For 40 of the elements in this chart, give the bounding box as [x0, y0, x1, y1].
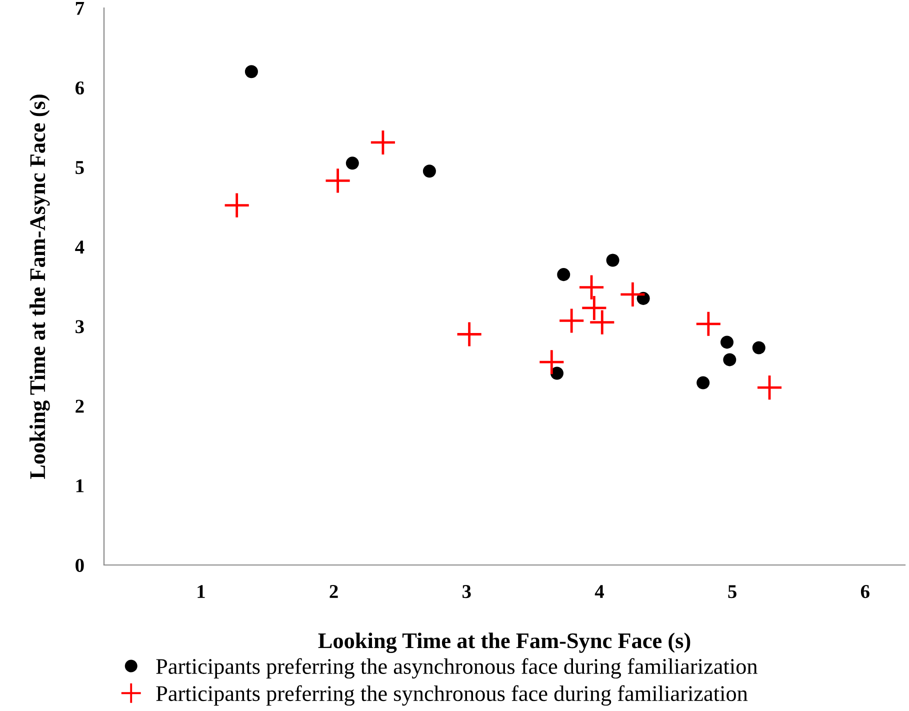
y-tick-label: 3 — [76, 320, 84, 334]
y-tick-label: 6 — [76, 81, 84, 95]
x-axis-title: Looking Time at the Fam-Sync Face (s) — [318, 632, 690, 653]
point — [560, 308, 584, 333]
point — [620, 282, 645, 306]
point — [457, 322, 482, 346]
point — [606, 254, 620, 267]
point — [590, 310, 614, 334]
point — [244, 65, 258, 78]
point — [224, 193, 249, 218]
point — [757, 376, 782, 400]
x-tick-label: 5 — [728, 585, 736, 598]
x-tick-label: 3 — [462, 585, 471, 598]
x-tick-label: 6 — [860, 585, 870, 598]
y-tick-label: 7 — [76, 2, 84, 15]
y-tick-label: 4 — [75, 240, 84, 254]
y-tick-label: 5 — [76, 161, 84, 174]
point — [723, 353, 736, 366]
point — [752, 341, 766, 354]
legend-label: Participants preferring the asynchronous face during familiarization — [156, 658, 758, 679]
y-axis-title: Looking Time at the Fam-Async Face (s) — [30, 94, 50, 479]
y-tick-label: 1 — [76, 479, 84, 492]
point — [550, 366, 564, 380]
point — [720, 336, 734, 349]
x-tick-label: 2 — [330, 585, 338, 598]
legend-label: Participants preferring the synchronous face during familiarization — [156, 685, 748, 706]
point — [582, 296, 606, 320]
point — [557, 268, 570, 282]
point — [579, 275, 604, 300]
point — [636, 292, 650, 305]
point — [326, 168, 350, 193]
point — [346, 156, 359, 170]
x-tick-label: 4 — [594, 585, 604, 598]
x-tick-label: 1 — [198, 585, 205, 598]
point — [696, 312, 720, 336]
point — [696, 376, 710, 390]
y-tick-label: 0 — [76, 558, 84, 572]
y-tick-label: 2 — [76, 400, 84, 413]
point — [422, 164, 436, 178]
point — [540, 350, 564, 374]
